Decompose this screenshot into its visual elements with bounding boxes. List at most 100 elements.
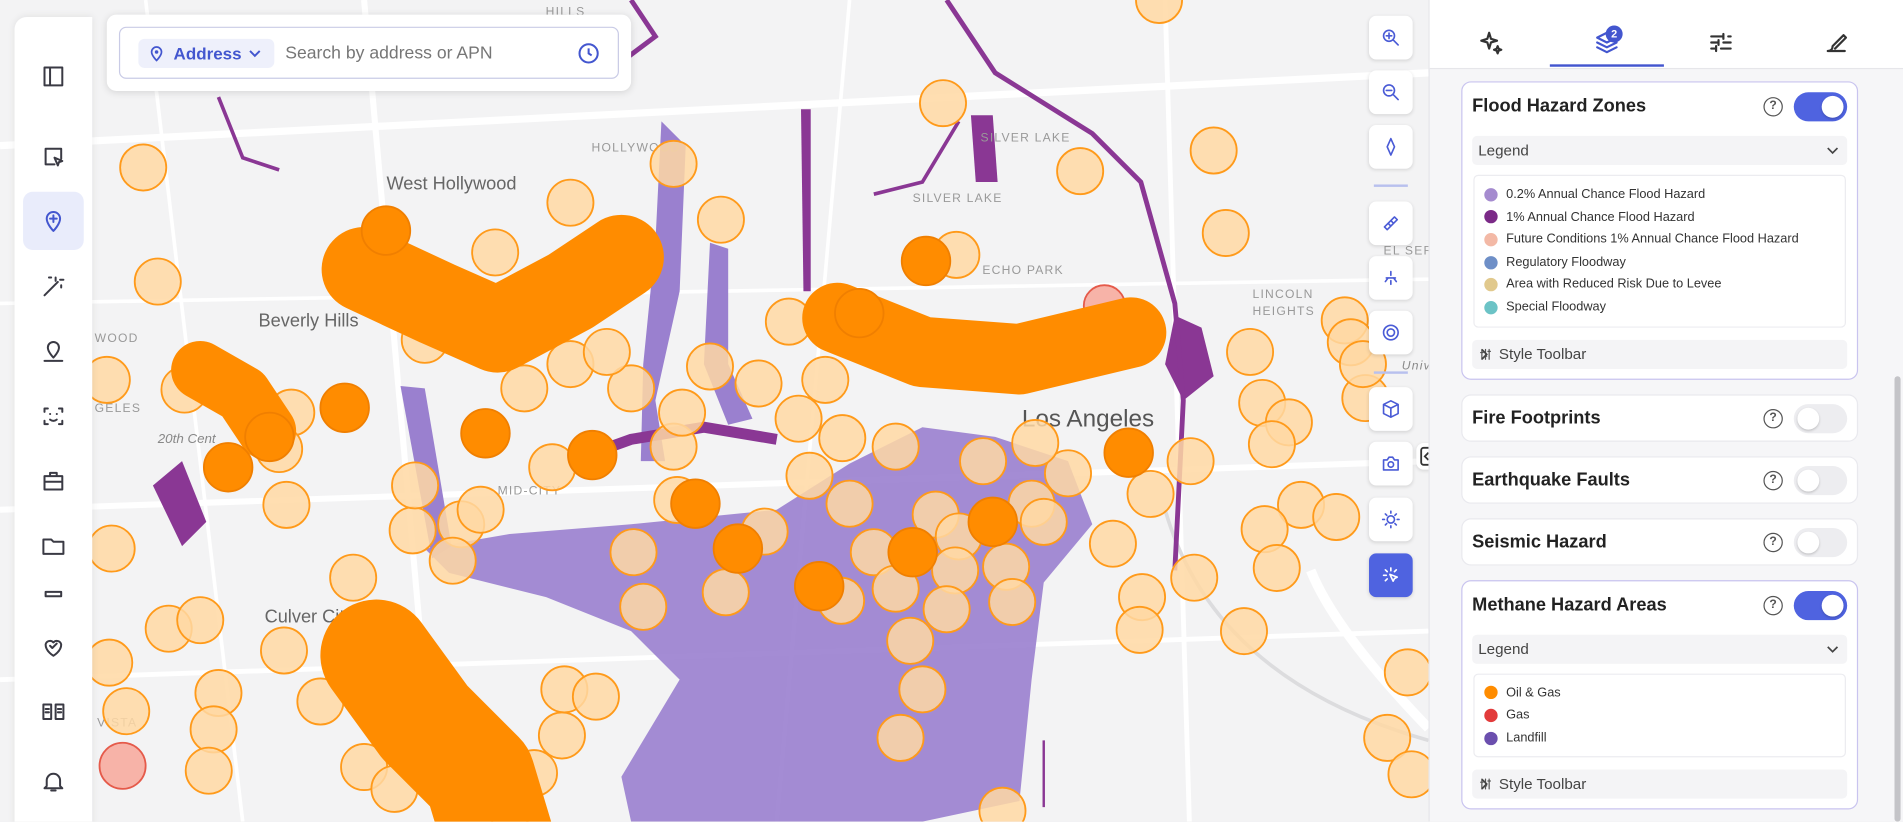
map-control[interactable] xyxy=(1368,201,1413,246)
map-control[interactable] xyxy=(1368,441,1413,486)
sidebar-icon-path xyxy=(43,407,64,426)
scrollbar[interactable] xyxy=(1894,376,1901,822)
layer-toggle[interactable] xyxy=(1793,527,1848,557)
methane-site xyxy=(1363,713,1412,762)
methane-site xyxy=(184,746,233,795)
methane-site xyxy=(85,638,134,687)
layer-list: Flood Hazard Zones? Legend 0.2% Annual Cha… xyxy=(1461,81,1859,810)
map-control[interactable] xyxy=(1368,387,1413,431)
sidebar-item[interactable] xyxy=(15,323,93,381)
tab[interactable]: 2 xyxy=(1549,0,1664,67)
sidebar-item[interactable] xyxy=(15,572,93,613)
sidebar-item[interactable] xyxy=(15,387,93,445)
layer-toggle[interactable] xyxy=(1793,92,1848,122)
methane-site xyxy=(988,578,1037,626)
flood-zone xyxy=(640,121,686,462)
legend-toggle[interactable]: Legend xyxy=(1472,135,1848,166)
style-icon xyxy=(1480,778,1491,790)
sidebar-icon xyxy=(43,276,65,297)
tab-icon-path xyxy=(1826,34,1848,53)
methane-site xyxy=(871,422,920,471)
sidebar-item[interactable] xyxy=(15,127,93,185)
methane-site xyxy=(1226,327,1275,376)
help-icon[interactable]: ? xyxy=(1763,408,1783,428)
sidebar-icon-path xyxy=(44,590,63,598)
help-icon[interactable]: ? xyxy=(1763,97,1783,117)
legend-toggle[interactable]: Legend xyxy=(1472,634,1848,664)
search-placeholder: Search by address or APN xyxy=(285,43,493,64)
map-control[interactable] xyxy=(1368,15,1413,60)
methane-site xyxy=(456,485,505,534)
methane-site xyxy=(329,553,378,602)
control-icon-path xyxy=(1382,84,1399,101)
methane-site xyxy=(460,408,511,459)
sidebar-item[interactable] xyxy=(15,451,93,509)
sidebar-item[interactable] xyxy=(15,192,93,250)
methane-site xyxy=(1247,420,1296,469)
flood-zone xyxy=(970,115,998,183)
tab[interactable] xyxy=(1779,0,1893,67)
chevron xyxy=(1827,645,1839,653)
control-icon xyxy=(1382,399,1399,419)
map-control[interactable] xyxy=(1368,125,1413,169)
layers-panel: 2 Flood Hazard Zones? Legend 0.2% Annual C… xyxy=(1428,0,1903,822)
methane-site xyxy=(978,786,1027,822)
legend-swatch xyxy=(1484,708,1498,723)
help-icon[interactable]: ? xyxy=(1763,532,1783,552)
sidebar-item[interactable] xyxy=(15,752,93,810)
sidebar-item[interactable] xyxy=(15,517,93,575)
methane-site xyxy=(1056,147,1105,196)
style-toolbar[interactable]: Style Toolbar xyxy=(1472,769,1848,799)
map-control[interactable] xyxy=(1368,553,1413,598)
methane-site xyxy=(1220,607,1268,656)
methane-site xyxy=(834,287,885,339)
sidebar-item[interactable] xyxy=(15,682,93,740)
sidebar-icon xyxy=(44,639,63,657)
sidebar-item[interactable] xyxy=(15,257,93,315)
style-toolbar[interactable]: Style Toolbar xyxy=(1472,339,1848,369)
legend-item: Landfill xyxy=(1484,727,1835,750)
layer-toggle[interactable] xyxy=(1793,403,1848,433)
tab[interactable] xyxy=(1435,0,1549,67)
layer-toggle[interactable] xyxy=(1793,590,1848,620)
legend-item: Gas xyxy=(1484,704,1835,727)
methane-site xyxy=(1103,427,1154,478)
map-control[interactable] xyxy=(1368,497,1413,542)
legend-title: Legend xyxy=(1478,640,1529,658)
sidebar-icon-path xyxy=(43,471,64,491)
sidebar-icon-path xyxy=(42,703,65,720)
sidebar-icon xyxy=(42,703,65,720)
history-icon[interactable] xyxy=(576,41,600,65)
legend-item: Area with Reduced Risk Due to Levee xyxy=(1484,274,1835,297)
methane-site xyxy=(785,451,834,500)
methane-site xyxy=(119,143,168,192)
sidebar-item[interactable] xyxy=(15,618,93,676)
help-icon[interactable]: ? xyxy=(1763,470,1783,490)
tab[interactable] xyxy=(1664,0,1778,67)
chevron xyxy=(1481,348,1488,360)
legend-label: Future Conditions 1% Annual Chance Flood… xyxy=(1506,232,1799,247)
sidebar-icon-path xyxy=(45,210,62,232)
sidebar-item[interactable] xyxy=(15,47,93,105)
legend-swatch xyxy=(1484,210,1498,224)
search-box[interactable]: Address Search by address or APN xyxy=(118,26,619,79)
help-icon[interactable]: ? xyxy=(1763,595,1783,615)
chevron-path xyxy=(1481,778,1488,790)
layer-toggle[interactable] xyxy=(1793,465,1848,495)
methane-site xyxy=(1044,449,1092,498)
methane-site xyxy=(609,528,658,577)
search-mode[interactable]: Address xyxy=(138,38,275,68)
control-icon-path xyxy=(1382,399,1399,419)
tab-icon-path xyxy=(1710,32,1732,53)
tab-icon-path xyxy=(1480,31,1503,55)
legend-label: Area with Reduced Risk Due to Levee xyxy=(1506,277,1722,292)
map-control[interactable] xyxy=(1368,310,1413,355)
legend-swatch xyxy=(1484,255,1498,269)
map-control[interactable] xyxy=(1368,256,1413,300)
sidebar-icon-path xyxy=(44,147,64,167)
legend-item: Oil & Gas xyxy=(1484,682,1835,705)
sidebar-icon-path xyxy=(42,538,65,555)
map-control[interactable] xyxy=(1368,70,1413,115)
map-label: ECHO PARK xyxy=(982,263,1063,277)
